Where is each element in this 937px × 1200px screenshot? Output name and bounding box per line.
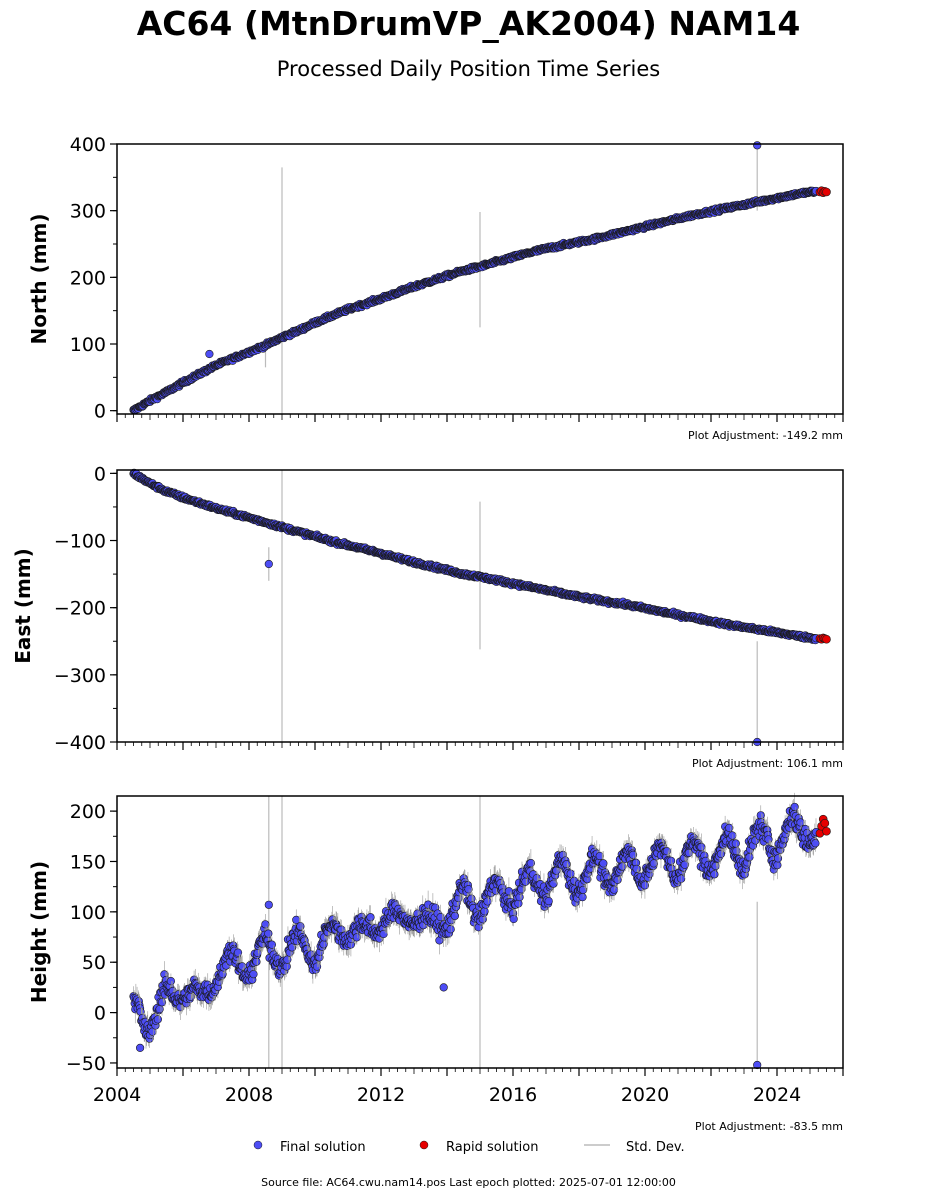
height-ytick-label: 0: [94, 1003, 106, 1025]
legend-rapid-marker: [418, 1139, 430, 1155]
height-final-point: [790, 802, 799, 812]
height-final-point: [728, 831, 737, 840]
height-final-point: [467, 894, 476, 903]
height-final-point: [544, 897, 553, 906]
height-ytick-label: −50: [66, 1053, 106, 1075]
height-final-point: [233, 948, 243, 957]
height-final-point: [267, 940, 277, 949]
height-final-point: [249, 970, 258, 979]
height-final-point: [578, 893, 587, 902]
height-rapid-point: [822, 826, 831, 836]
chart-subtitle: Processed Daily Position Time Series: [276, 57, 661, 81]
height-final-point: [166, 977, 176, 986]
height-final-point: [599, 859, 608, 868]
legend-stddev-marker: [584, 1139, 610, 1155]
height-final-point: [680, 860, 689, 869]
height-axis-label: Height (mm): [27, 861, 51, 1003]
height-final-point: [609, 885, 619, 894]
height-final-point: [379, 929, 388, 939]
north-ytick-label: 0: [94, 401, 106, 423]
height-final-point: [480, 907, 489, 916]
legend-rapid: Rapid solution: [418, 1138, 538, 1156]
height-final-point: [697, 842, 706, 852]
east-ytick-label: −300: [54, 665, 106, 687]
east-axis-label: East (mm): [11, 548, 35, 664]
height-xtick-label: 2020: [621, 1084, 669, 1106]
height-final-point: [632, 864, 641, 873]
height-final-point: [509, 914, 518, 924]
height-xtick-label: 2012: [357, 1084, 405, 1106]
north-ytick-label: 300: [70, 201, 106, 223]
north-outlier-point: [753, 141, 762, 150]
height-final-point: [562, 860, 571, 869]
height-final-point: [725, 823, 734, 833]
height-final-point: [504, 887, 514, 896]
height-ytick-label: 150: [70, 851, 106, 873]
height-final-point: [613, 875, 622, 884]
east-plot-adjustment: Plot Adjustment: 106.1 mm: [692, 757, 843, 770]
north-ytick-label: 400: [70, 134, 106, 156]
height-xtick-label: 2004: [93, 1084, 141, 1106]
legend-stddev-label: Std. Dev.: [626, 1139, 685, 1155]
north-rapid-point: [822, 187, 831, 197]
height-ytick-label: 200: [70, 801, 106, 823]
height-final-point: [731, 839, 740, 848]
height-final-point: [666, 856, 676, 865]
height-ytick-label: 50: [82, 952, 106, 974]
north-ytick-label: 100: [70, 334, 106, 356]
height-final-point: [811, 839, 820, 848]
height-final-point: [710, 870, 719, 879]
north-plot-adjustment: Plot Adjustment: -149.2 mm: [688, 429, 843, 442]
height-final-point: [446, 925, 455, 934]
height-final-point: [319, 940, 328, 949]
height-final-point: [483, 897, 492, 906]
height-final-point: [261, 920, 270, 929]
height-outlier-point: [136, 1043, 145, 1052]
chart-title: AC64 (MtnDrumVP_AK2004) NAM14: [136, 4, 801, 43]
east-ytick-label: −200: [54, 598, 106, 620]
height-xtick-label: 2016: [489, 1084, 537, 1106]
north-ytick-label: 200: [70, 267, 106, 289]
east-ytick-label: −100: [54, 531, 106, 553]
height-final-point: [153, 1015, 162, 1024]
height-xtick-label: 2008: [225, 1084, 273, 1106]
height-final-point: [450, 911, 459, 921]
north-final-points: [129, 186, 821, 414]
height-final-points: [129, 792, 821, 1049]
east-ytick-label: 0: [94, 463, 106, 485]
east-final-points: [129, 468, 821, 645]
legend-rapid-label: Rapid solution: [446, 1139, 539, 1155]
height-outlier-point: [264, 900, 273, 909]
height-final-point: [640, 881, 650, 890]
legend-stddev: Std. Dev.: [584, 1138, 685, 1156]
height-ytick-label: 100: [70, 902, 106, 924]
height-final-point: [157, 998, 167, 1007]
legend-final: Final solution: [252, 1138, 366, 1156]
height-outlier-point: [439, 983, 448, 992]
height-final-point: [745, 852, 754, 862]
east-rapid-point: [822, 634, 831, 644]
east-outlier-point: [264, 559, 273, 569]
north-axis-label: North (mm): [27, 213, 51, 344]
height-final-point: [366, 913, 375, 922]
height-final-point: [756, 811, 765, 820]
height-final-point: [549, 879, 558, 888]
height-final-point: [566, 869, 575, 878]
legend-final-label: Final solution: [280, 1139, 366, 1155]
legend-final-marker: [252, 1139, 264, 1155]
height-rapid-point: [820, 818, 830, 828]
height-plot-adjustment: Plot Adjustment: -83.5 mm: [695, 1120, 843, 1133]
north-outlier-point: [205, 349, 214, 359]
east-ytick-label: −400: [54, 732, 106, 754]
height-final-point: [252, 957, 261, 966]
height-final-point: [796, 818, 805, 827]
height-xtick-label: 2024: [753, 1084, 801, 1106]
height-final-point: [773, 861, 782, 870]
source-footnote: Source file: AC64.cwu.nam14.pos Last epo…: [261, 1176, 676, 1189]
